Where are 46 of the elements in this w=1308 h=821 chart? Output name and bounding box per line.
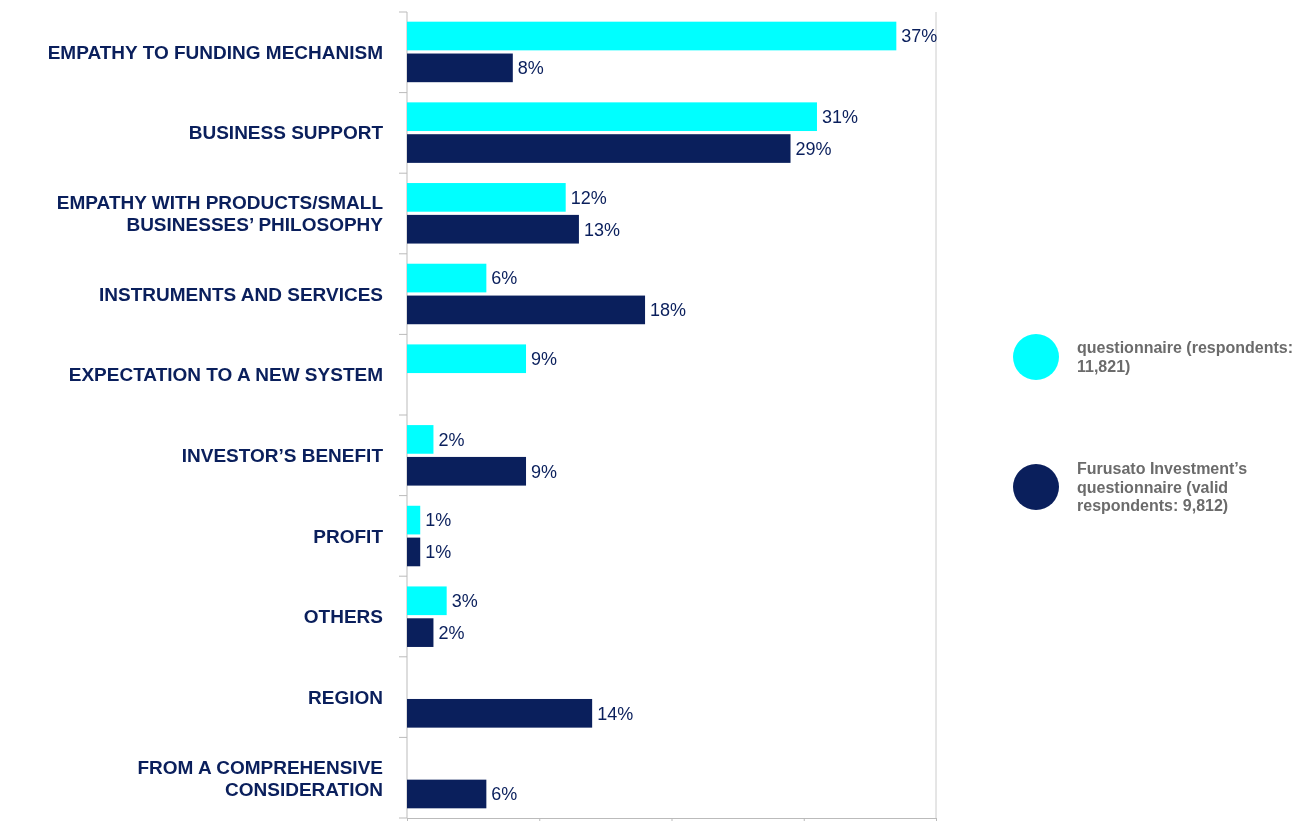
y-tick-label: REGION bbox=[308, 687, 383, 709]
bar bbox=[407, 263, 487, 293]
y-tick-label: FROM A COMPREHENSIVE CONSIDERATION bbox=[137, 756, 383, 800]
y-tick-label: EXPECTATION TO A NEW SYSTEM bbox=[68, 364, 383, 386]
text: Furusato Investment’s questionnaire (valid respondents: 9,812) bbox=[1077, 460, 1248, 514]
data-label: 3% bbox=[451, 591, 478, 612]
data-label: 9% bbox=[531, 461, 558, 482]
bar bbox=[407, 295, 646, 325]
y-tick-label: BUSINESS SUPPORT bbox=[188, 122, 384, 144]
data-label: 2% bbox=[438, 622, 465, 643]
data-label: 6% bbox=[491, 784, 518, 805]
data-label: 13% bbox=[583, 219, 620, 240]
data-label: 9% bbox=[531, 349, 558, 370]
data-label: 8% bbox=[517, 58, 544, 79]
bar bbox=[407, 505, 421, 535]
y-tick-label: OTHERS bbox=[303, 606, 383, 628]
bar bbox=[407, 537, 421, 567]
y-tick-label: EMPATHY TO FUNDING MECHANISM bbox=[47, 41, 383, 63]
data-label: 14% bbox=[597, 703, 634, 724]
bar bbox=[407, 586, 447, 616]
bar bbox=[407, 102, 817, 132]
y-tick-label: INVESTOR’S BENEFIT bbox=[181, 444, 384, 466]
data-label: 31% bbox=[821, 106, 859, 127]
bar bbox=[407, 21, 897, 51]
bar bbox=[407, 183, 566, 212]
data-label: 1% bbox=[425, 510, 452, 531]
bar bbox=[407, 344, 527, 374]
bar bbox=[407, 698, 593, 728]
bar bbox=[407, 53, 513, 83]
bar bbox=[407, 456, 527, 486]
y-tick-label: EMPATHY WITH PRODUCTS/SMALL BUSINESSES’ PHILOSOPHY bbox=[56, 192, 384, 235]
bar bbox=[407, 214, 579, 244]
data-label: 2% bbox=[438, 429, 465, 450]
bar bbox=[407, 134, 791, 163]
data-label: 37% bbox=[901, 26, 938, 47]
text: questionnaire (respondents: 11,821) bbox=[1077, 339, 1294, 375]
bar bbox=[407, 425, 434, 454]
y-tick-label: INSTRUMENTS AND SERVICES bbox=[99, 283, 383, 305]
data-label: 18% bbox=[650, 300, 687, 321]
data-label: 12% bbox=[570, 187, 607, 208]
data-label: 1% bbox=[425, 542, 452, 563]
y-tick-label: PROFIT bbox=[313, 525, 384, 547]
data-label: 29% bbox=[795, 138, 832, 159]
bar bbox=[407, 618, 434, 647]
data-label: 6% bbox=[491, 268, 518, 289]
bar bbox=[407, 779, 487, 809]
